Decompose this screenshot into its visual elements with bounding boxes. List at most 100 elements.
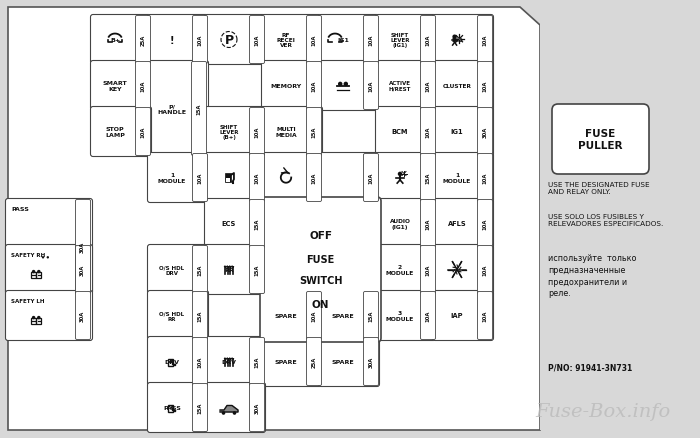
Polygon shape [8,8,540,430]
Text: 10A: 10A [482,218,487,230]
Text: SHIFT
LEVER
(B+): SHIFT LEVER (B+) [219,124,239,140]
Text: DRV: DRV [221,359,237,364]
FancyBboxPatch shape [375,291,437,341]
Bar [226,179,230,182]
FancyBboxPatch shape [363,154,379,202]
Text: FUSE
PULLER: FUSE PULLER [578,129,623,151]
FancyBboxPatch shape [375,245,437,295]
Bar [225,174,231,183]
FancyBboxPatch shape [249,17,265,64]
FancyBboxPatch shape [148,383,209,432]
Text: P/
HANDLE: P/ HANDLE [157,104,186,114]
FancyBboxPatch shape [262,107,323,157]
Text: 15A: 15A [197,264,202,276]
FancyBboxPatch shape [193,338,207,385]
Text: ACTIVE
H/REST: ACTIVE H/REST [389,81,411,92]
Text: 15A: 15A [368,310,374,321]
FancyBboxPatch shape [477,246,493,294]
FancyBboxPatch shape [307,62,321,110]
FancyBboxPatch shape [421,154,435,202]
Text: USE SOLO LOS FUSIBLES Y
RELEVADORES ESPECIFICADOS.: USE SOLO LOS FUSIBLES Y RELEVADORES ESPE… [548,213,664,227]
FancyBboxPatch shape [204,153,265,203]
Bar [168,359,173,366]
Bar [32,273,36,278]
FancyBboxPatch shape [375,107,437,157]
Text: PASS: PASS [11,207,29,212]
Text: CLUSTER: CLUSTER [442,84,472,89]
FancyBboxPatch shape [421,62,435,110]
FancyBboxPatch shape [249,108,265,156]
FancyBboxPatch shape [318,291,379,341]
Text: 1
MODULE: 1 MODULE [443,173,471,183]
FancyBboxPatch shape [318,15,379,65]
Text: 15A: 15A [255,264,260,276]
Text: используйте  только
предназначенные
предохранители и
реле.: используйте только предназначенные предо… [548,254,636,298]
Circle shape [32,270,36,274]
Text: ON: ON [312,299,329,309]
Circle shape [452,35,457,40]
Text: 10A: 10A [255,35,260,46]
FancyBboxPatch shape [249,246,265,294]
FancyBboxPatch shape [262,291,323,341]
FancyBboxPatch shape [421,17,435,64]
FancyBboxPatch shape [193,154,207,202]
FancyBboxPatch shape [307,338,321,385]
FancyBboxPatch shape [90,107,151,157]
FancyBboxPatch shape [249,200,265,248]
Text: RF
RECEI
VER: RF RECEI VER [276,33,295,48]
FancyBboxPatch shape [262,153,323,203]
Text: PASS: PASS [163,405,181,410]
FancyBboxPatch shape [363,62,379,110]
Bar [36,319,41,324]
FancyBboxPatch shape [318,337,379,387]
FancyBboxPatch shape [249,384,265,431]
FancyBboxPatch shape [148,15,209,65]
FancyBboxPatch shape [363,338,379,385]
FancyBboxPatch shape [148,291,209,341]
Text: 10A: 10A [426,127,430,138]
FancyBboxPatch shape [193,17,207,64]
FancyBboxPatch shape [192,62,206,156]
FancyBboxPatch shape [363,17,379,64]
Circle shape [47,257,49,259]
Circle shape [32,316,36,320]
Text: 15A: 15A [197,402,202,413]
Circle shape [222,411,225,415]
FancyBboxPatch shape [433,15,494,65]
FancyBboxPatch shape [136,17,150,64]
Text: 10A: 10A [312,81,316,92]
FancyBboxPatch shape [307,17,321,64]
Text: 15A: 15A [197,310,202,321]
FancyBboxPatch shape [433,199,494,249]
FancyBboxPatch shape [375,61,437,111]
FancyBboxPatch shape [477,200,493,248]
FancyBboxPatch shape [477,17,493,64]
Text: 10A: 10A [141,81,146,92]
FancyBboxPatch shape [6,245,92,295]
FancyBboxPatch shape [76,200,90,294]
Text: OFF: OFF [309,231,332,241]
Circle shape [232,411,237,415]
Circle shape [172,363,173,364]
FancyBboxPatch shape [421,292,435,340]
FancyBboxPatch shape [193,292,207,340]
Text: 10A: 10A [426,264,430,276]
FancyBboxPatch shape [375,153,437,203]
FancyBboxPatch shape [421,246,435,294]
FancyBboxPatch shape [204,15,265,65]
Text: IG1: IG1 [337,38,349,43]
Circle shape [338,82,342,87]
FancyBboxPatch shape [433,107,494,157]
Text: MEMORY: MEMORY [270,84,302,89]
Text: RR: RR [224,267,234,272]
Text: SPARE: SPARE [274,313,298,318]
Text: 10A: 10A [426,218,430,230]
Text: 10A: 10A [426,35,430,46]
FancyBboxPatch shape [90,61,151,111]
Text: 1
MODULE: 1 MODULE [158,173,186,183]
Text: 10A: 10A [426,310,430,321]
Text: 10A: 10A [255,173,260,184]
FancyBboxPatch shape [375,15,437,65]
Text: 30A: 30A [80,310,85,321]
Text: MULTI
MEDIA: MULTI MEDIA [275,127,297,137]
